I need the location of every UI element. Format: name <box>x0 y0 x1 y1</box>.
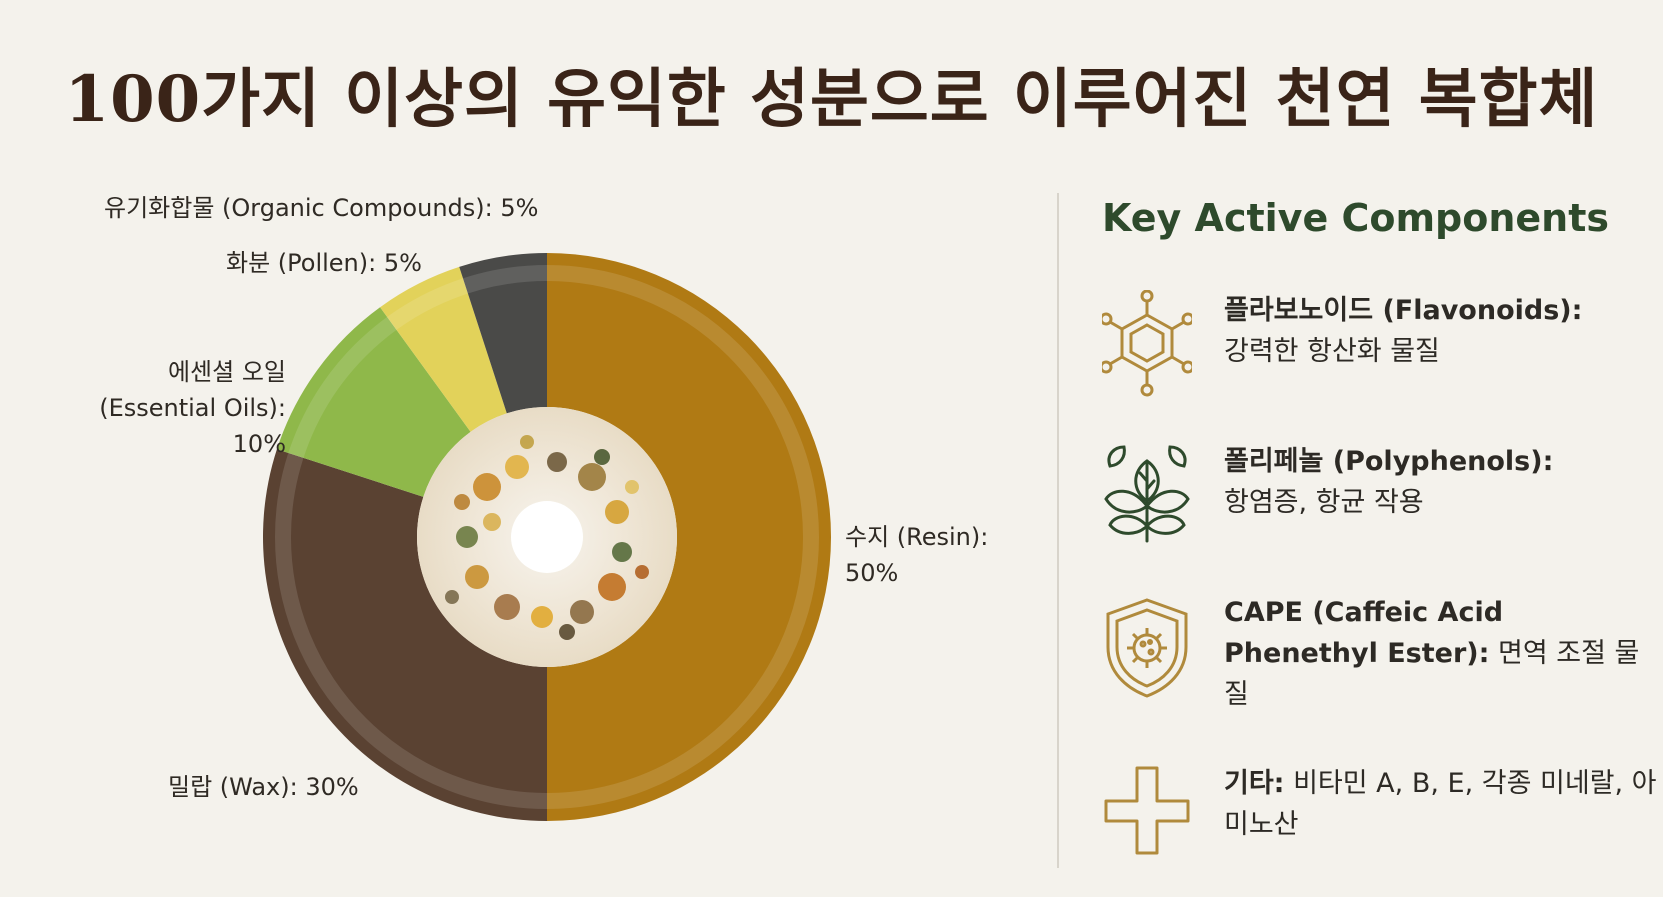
label-organic: 유기화합물 (Organic Compounds): 5% <box>104 194 539 222</box>
slice-wax <box>263 449 547 821</box>
ingredient-blob <box>473 473 501 501</box>
shield-virus-icon <box>1102 592 1192 702</box>
slice-essential-oils <box>276 307 471 497</box>
component-flavonoids: 플라보노이드 (Flavonoids): 강력한 항산화 물질 <box>1099 289 1663 410</box>
panel-divider <box>1057 193 1059 868</box>
plus-icon <box>1102 763 1192 873</box>
ingredient-blob <box>456 526 478 548</box>
donut-chart <box>263 253 831 821</box>
label-resin-line2: 50% <box>845 559 899 587</box>
ingredient-blob <box>578 463 606 491</box>
ingredient-blob <box>598 573 626 601</box>
slice-sheen <box>275 265 819 809</box>
slice-organic <box>459 253 547 414</box>
component-name: CAPE (Caffeic Acid Phenethyl Ester): <box>1224 597 1504 669</box>
ingredients-illustration <box>417 407 677 667</box>
ingredient-blob <box>559 624 575 640</box>
ingredient-blob <box>520 435 534 449</box>
component-name: 기타: <box>1224 768 1285 799</box>
label-wax: 밀랍 (Wax): 30% <box>168 773 359 801</box>
slice-pollen <box>380 266 507 432</box>
component-desc: 비타민 A, B, E, 각종 미네랄, 아미노산 <box>1224 768 1657 840</box>
ingredient-blob <box>594 449 610 465</box>
component-text: 폴리페놀 (Polyphenols): 항염증, 항균 작용 <box>1224 441 1663 523</box>
ingredient-blob <box>505 455 529 479</box>
ingredient-blob <box>625 480 639 494</box>
ingredient-blob <box>483 513 501 531</box>
center-hole <box>511 501 583 573</box>
leaves-icon <box>1102 441 1192 551</box>
ingredient-blob <box>531 606 553 628</box>
component-name: 플라보노이드 (Flavonoids): <box>1224 295 1583 326</box>
molecule-icon <box>1099 289 1195 400</box>
slice-resin <box>547 253 831 821</box>
ingredient-blob <box>445 590 459 604</box>
ingredient-blob <box>612 542 632 562</box>
component-cape: CAPE (Caffeic Acid Phenethyl Ester): 면역 … <box>1102 592 1662 712</box>
ingredient-blob <box>494 594 520 620</box>
ingredient-blob <box>465 565 489 589</box>
label-resin: 수지 (Resin): 50% <box>845 519 988 591</box>
component-desc: 면역 조절 물질 <box>1224 638 1640 710</box>
label-pollen: 화분 (Pollen): 5% <box>226 249 422 277</box>
label-oils-line2: (Essential Oils): 10% <box>99 394 286 458</box>
ingredient-blob <box>454 494 470 510</box>
component-text: 기타: 비타민 A, B, E, 각종 미네랄, 아미노산 <box>1224 763 1663 845</box>
ingredient-blob <box>635 565 649 579</box>
label-essential-oils: 에센셜 오일 (Essential Oils): 10% <box>42 354 286 462</box>
component-text: 플라보노이드 (Flavonoids): 강력한 항산화 물질 <box>1224 290 1663 372</box>
component-name: 폴리페놀 (Polyphenols): <box>1224 446 1554 477</box>
page-title: 100가지 이상의 유익한 성분으로 이루어진 천연 복합체 <box>64 62 1599 137</box>
component-others: 기타: 비타민 A, B, E, 각종 미네랄, 아미노산 <box>1102 763 1662 883</box>
ingredient-blob <box>547 452 567 472</box>
label-resin-line1: 수지 (Resin): <box>845 523 989 551</box>
components-heading: Key Active Components <box>1102 196 1610 240</box>
label-oils-line1: 에센셜 오일 <box>167 358 286 386</box>
component-desc: 항염증, 항균 작용 <box>1224 487 1424 518</box>
component-polyphenols: 폴리페놀 (Polyphenols): 항염증, 항균 작용 <box>1102 441 1662 561</box>
ingredient-blob <box>605 500 629 524</box>
component-desc: 강력한 항산화 물질 <box>1224 336 1440 367</box>
ingredient-blob <box>570 600 594 624</box>
component-text: CAPE (Caffeic Acid Phenethyl Ester): 면역 … <box>1224 592 1663 715</box>
